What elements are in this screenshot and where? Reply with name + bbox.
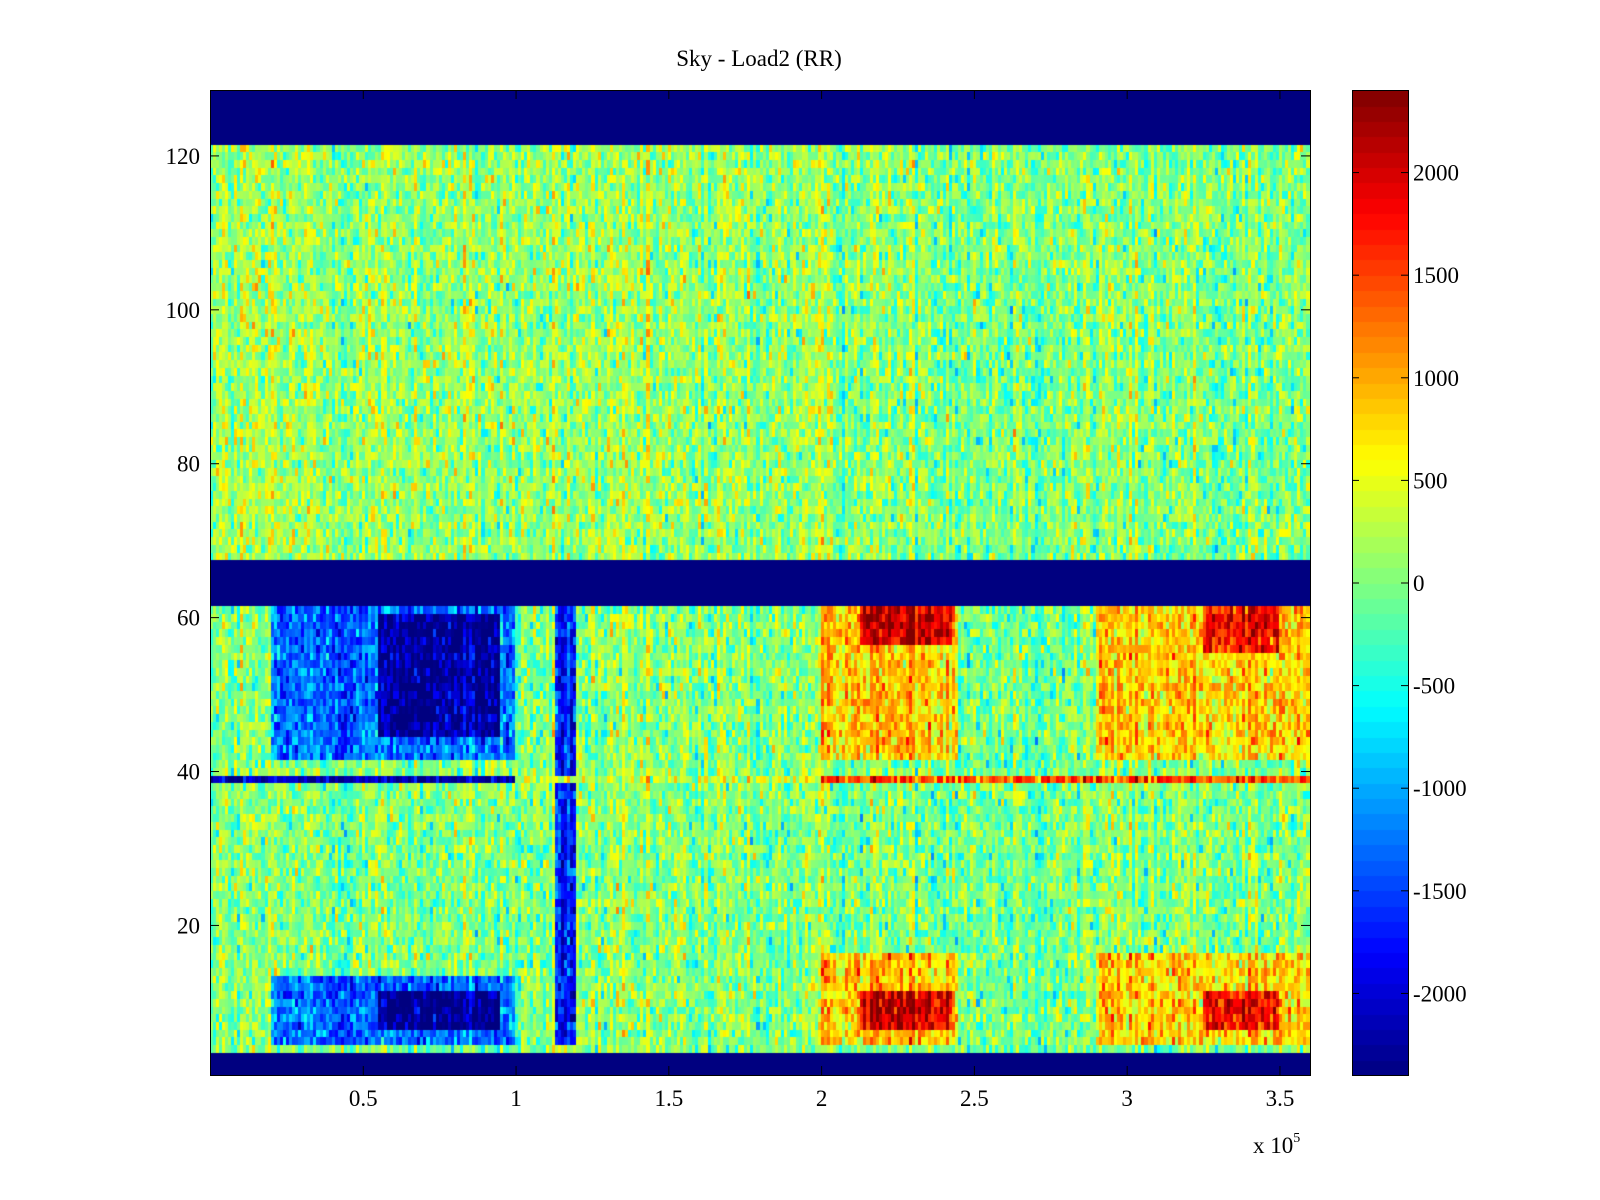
y-tick-label: 120 <box>166 144 201 169</box>
y-axis: 20 40 60 80 100 120 <box>166 144 201 939</box>
x-tick-label: 1 <box>510 1086 522 1111</box>
y-tick-label: 40 <box>177 760 200 785</box>
y-tick-label: 100 <box>166 298 201 323</box>
x-tick-label: 3.5 <box>1266 1086 1295 1111</box>
colorbar-tick-label: 500 <box>1413 468 1448 493</box>
chart-title: Sky - Load2 (RR) <box>676 46 841 71</box>
heatmap <box>210 90 1310 1075</box>
colorbar-tick-label: -500 <box>1413 674 1455 699</box>
colorbar <box>1352 90 1408 1075</box>
tick-marks <box>210 90 1408 1075</box>
colorbar-tick-label: 2000 <box>1413 161 1459 186</box>
y-tick-label: 60 <box>177 606 200 631</box>
y-tick-label: 80 <box>177 452 200 477</box>
colorbar-frame <box>1352 90 1409 1076</box>
plot-frame <box>210 90 1311 1076</box>
x-tick-label: 2 <box>816 1086 828 1111</box>
x-tick-label: 0.5 <box>349 1086 378 1111</box>
x-multiplier-exponent: 5 <box>1293 1131 1300 1146</box>
x-tick-label: 3 <box>1121 1086 1133 1111</box>
x-tick-label: 1.5 <box>654 1086 683 1111</box>
colorbar-axis: 2000 1500 1000 500 0 -500 -1000 -1500 -2000 <box>1413 161 1467 1007</box>
colorbar-tick-label: -1000 <box>1413 776 1467 801</box>
y-tick-label: 20 <box>177 913 200 938</box>
colorbar-tick-label: -1500 <box>1413 879 1467 904</box>
x-tick-label: 2.5 <box>960 1086 989 1111</box>
x-axis: 0.5 1 1.5 2 2.5 3 3.5 <box>349 1086 1294 1111</box>
colorbar-tick-label: 0 <box>1413 571 1425 596</box>
colorbar-tick-label: 1000 <box>1413 366 1459 391</box>
colorbar-tick-label: 1500 <box>1413 263 1459 288</box>
x-multiplier-label: x 105 <box>1253 1131 1300 1158</box>
colorbar-tick-label: -2000 <box>1413 981 1467 1006</box>
